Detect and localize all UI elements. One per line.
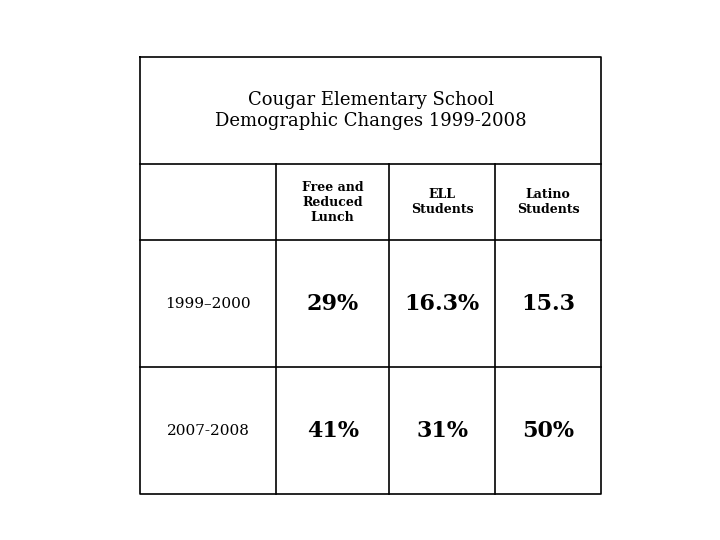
Text: ELL
Students: ELL Students xyxy=(411,188,474,216)
Text: 41%: 41% xyxy=(307,420,359,442)
Text: Cougar Elementary School
Demographic Changes 1999-2008: Cougar Elementary School Demographic Cha… xyxy=(215,91,526,130)
Text: 15.3: 15.3 xyxy=(521,293,575,315)
Text: 31%: 31% xyxy=(416,420,468,442)
Text: 16.3%: 16.3% xyxy=(405,293,480,315)
Text: 1999–2000: 1999–2000 xyxy=(166,297,251,311)
Text: 50%: 50% xyxy=(522,420,575,442)
Text: 2007-2008: 2007-2008 xyxy=(167,424,250,438)
Text: Free and
Reduced
Lunch: Free and Reduced Lunch xyxy=(302,181,364,224)
Text: Latino
Students: Latino Students xyxy=(517,188,580,216)
Text: 29%: 29% xyxy=(307,293,359,315)
